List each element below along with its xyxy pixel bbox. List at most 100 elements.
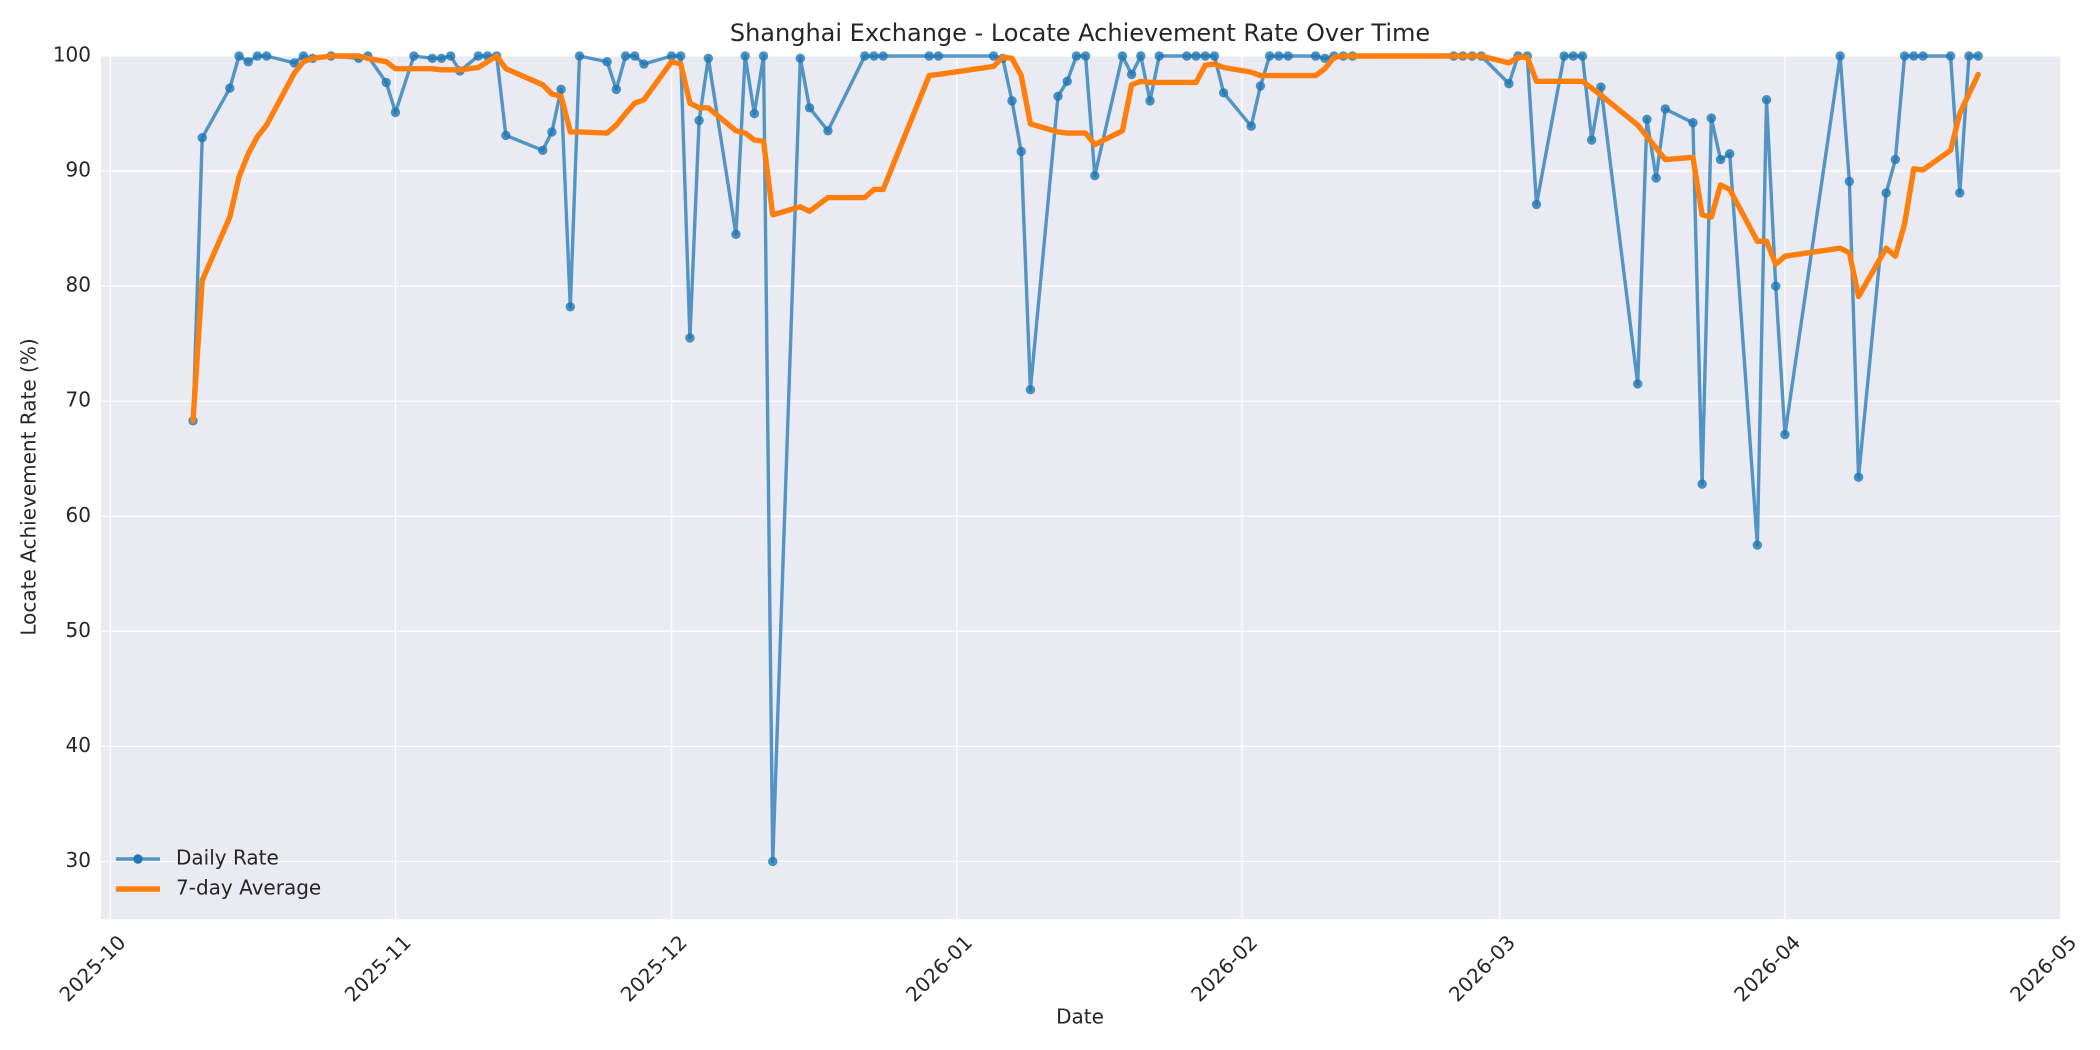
y-tick-label: 90 bbox=[66, 158, 91, 182]
data-point bbox=[1587, 135, 1597, 145]
x-tick-label: 2026-03 bbox=[1444, 930, 1520, 1006]
data-point bbox=[261, 51, 272, 61]
data-point bbox=[381, 77, 391, 88]
data-point bbox=[473, 51, 483, 61]
data-point bbox=[1577, 51, 1588, 61]
data-point bbox=[731, 229, 741, 240]
x-tick-label: 2025-11 bbox=[340, 930, 416, 1006]
data-point bbox=[1973, 51, 1983, 61]
x-tick-label: 2025-12 bbox=[616, 930, 692, 1006]
data-point bbox=[1531, 199, 1542, 210]
data-point bbox=[1633, 379, 1643, 389]
data-point bbox=[1642, 114, 1652, 124]
legend-label: Daily Rate bbox=[176, 846, 279, 870]
data-point bbox=[1007, 96, 1017, 106]
data-point bbox=[1145, 96, 1155, 106]
data-point bbox=[537, 145, 548, 156]
data-point bbox=[666, 51, 677, 61]
data-point bbox=[1191, 51, 1201, 61]
data-point bbox=[933, 51, 944, 61]
data-point bbox=[556, 84, 566, 95]
x-tick-label: 2025-10 bbox=[54, 930, 130, 1006]
data-point bbox=[795, 53, 806, 64]
data-point bbox=[639, 59, 649, 69]
data-point bbox=[1071, 51, 1082, 61]
data-point bbox=[1715, 154, 1726, 165]
data-point bbox=[1651, 173, 1661, 183]
y-tick-label: 100 bbox=[53, 43, 91, 67]
data-point bbox=[749, 108, 760, 119]
data-point bbox=[1255, 81, 1266, 91]
data-point bbox=[501, 130, 511, 141]
data-point bbox=[611, 84, 622, 95]
legend-label: 7-day Average bbox=[176, 876, 321, 900]
y-tick-label: 50 bbox=[66, 618, 91, 642]
data-point bbox=[694, 115, 704, 126]
data-point bbox=[768, 856, 778, 867]
data-point bbox=[436, 53, 447, 64]
y-tick-label: 80 bbox=[66, 273, 91, 297]
data-point bbox=[988, 51, 999, 61]
data-point bbox=[1752, 540, 1763, 550]
data-point bbox=[225, 83, 235, 93]
data-point bbox=[1688, 118, 1698, 128]
data-point bbox=[1504, 78, 1514, 89]
data-point bbox=[602, 57, 612, 67]
data-point bbox=[1200, 51, 1210, 61]
y-tick-label: 40 bbox=[66, 733, 91, 757]
data-point bbox=[1062, 76, 1072, 87]
data-point bbox=[804, 103, 815, 113]
data-point bbox=[1025, 384, 1036, 395]
data-point bbox=[1053, 91, 1063, 101]
data-point bbox=[758, 51, 769, 61]
data-point bbox=[1706, 113, 1717, 123]
data-point bbox=[878, 51, 888, 61]
data-point bbox=[1126, 69, 1137, 80]
chart-title: Shanghai Exchange - Locate Achievement R… bbox=[730, 19, 1430, 47]
data-point bbox=[243, 57, 253, 67]
data-point bbox=[1964, 51, 1974, 61]
data-point bbox=[1274, 51, 1284, 61]
data-point bbox=[1697, 479, 1707, 489]
data-point bbox=[289, 58, 299, 68]
data-point bbox=[823, 126, 833, 136]
x-tick-label: 2026-01 bbox=[901, 930, 977, 1006]
data-point bbox=[620, 51, 631, 61]
grid bbox=[101, 55, 2062, 919]
data-point bbox=[234, 51, 244, 61]
data-point bbox=[1761, 95, 1772, 105]
data-point bbox=[1016, 146, 1026, 157]
y-axis-label: Locate Achievement Rate (%) bbox=[17, 338, 41, 635]
data-point bbox=[197, 132, 207, 143]
x-tick-label: 2026-02 bbox=[1186, 930, 1262, 1006]
data-point bbox=[1136, 51, 1146, 61]
data-point bbox=[1559, 51, 1569, 61]
data-point bbox=[740, 51, 750, 61]
y-tick-label: 30 bbox=[66, 848, 91, 872]
data-point bbox=[1090, 170, 1100, 181]
data-point bbox=[1154, 51, 1164, 61]
data-point bbox=[676, 51, 686, 61]
data-point bbox=[1725, 149, 1735, 159]
data-point bbox=[427, 53, 437, 64]
x-tick-label: 2026-04 bbox=[1729, 930, 1805, 1006]
data-point bbox=[1660, 104, 1671, 114]
data-point bbox=[1246, 121, 1256, 131]
data-point bbox=[1780, 429, 1790, 440]
data-point bbox=[1909, 51, 1919, 61]
data-point bbox=[1596, 82, 1606, 92]
y-tick-label: 70 bbox=[66, 388, 91, 412]
data-point bbox=[1899, 51, 1910, 61]
data-point bbox=[630, 51, 640, 61]
data-point bbox=[252, 51, 263, 61]
data-point bbox=[1945, 51, 1956, 61]
data-point bbox=[703, 53, 714, 64]
data-point bbox=[547, 127, 557, 137]
y-tick-label: 60 bbox=[66, 503, 91, 527]
data-point bbox=[860, 51, 870, 61]
data-point bbox=[1080, 51, 1091, 61]
x-axis-label: Date bbox=[1056, 1005, 1104, 1029]
data-point bbox=[1117, 51, 1128, 61]
data-point bbox=[1844, 176, 1855, 187]
